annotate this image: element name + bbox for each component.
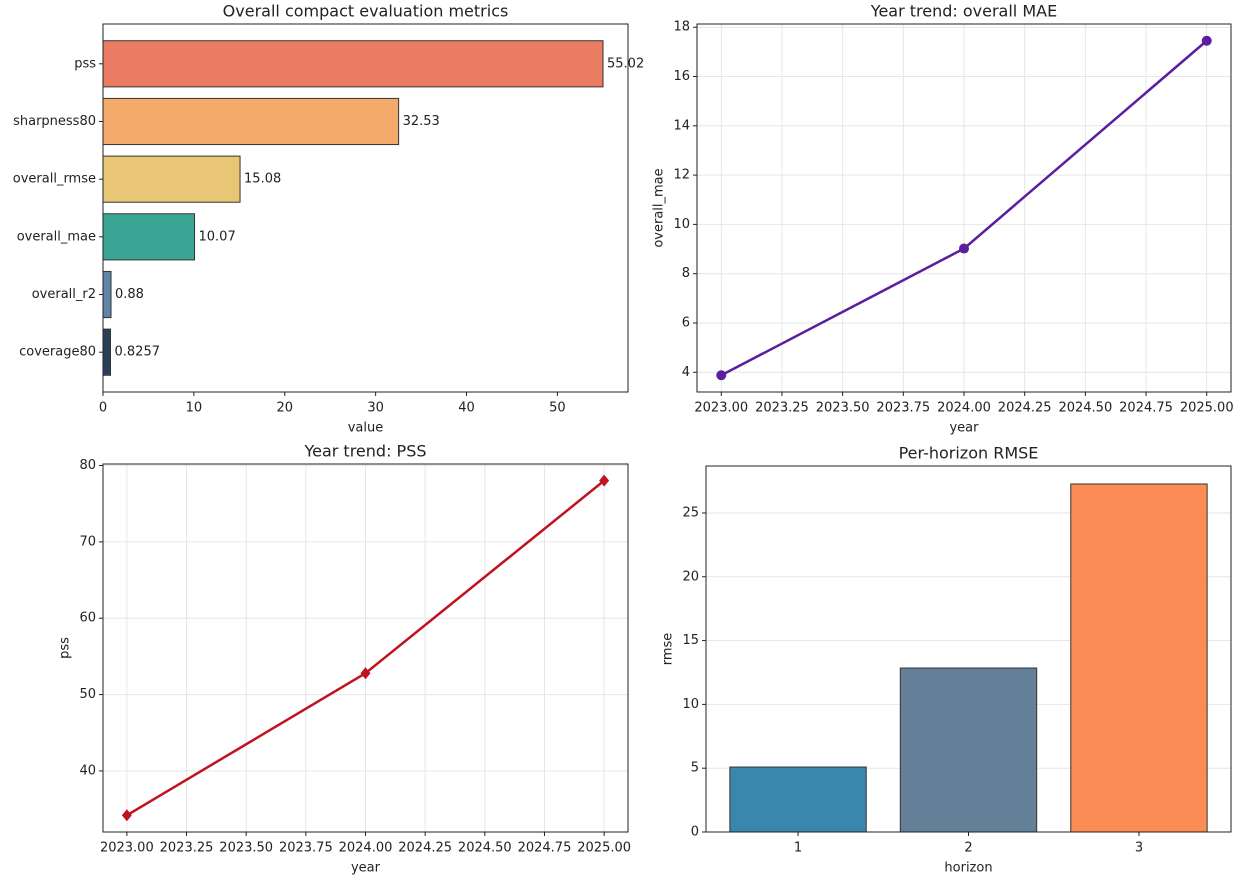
y-tick-label: coverage80 bbox=[19, 345, 96, 360]
value-label: 0.8257 bbox=[115, 345, 160, 360]
subplot-title: Per-horizon RMSE bbox=[899, 444, 1039, 463]
x-tick-label: 2023.25 bbox=[160, 841, 214, 856]
subplot-title: Year trend: overall MAE bbox=[870, 2, 1057, 21]
bar bbox=[102, 155, 241, 203]
y-tick-label: pss bbox=[74, 56, 96, 71]
y-tick-label: 25 bbox=[682, 505, 699, 520]
bar bbox=[102, 213, 196, 261]
y-tick-label: 20 bbox=[682, 569, 699, 584]
x-tick-label: 20 bbox=[276, 401, 293, 416]
marker bbox=[1201, 35, 1212, 46]
x-tick-label: 2024.50 bbox=[458, 841, 512, 856]
marker bbox=[360, 667, 371, 680]
axes-frame bbox=[102, 463, 629, 833]
x-tick-label: 2024.25 bbox=[998, 401, 1052, 416]
x-tick-label: 2024.00 bbox=[339, 841, 393, 856]
subplot: 0 5 10 15 20 25 1 2 3 Per-horizon RMSE horizon rmse bbox=[661, 444, 1232, 876]
y-tick-label: 70 bbox=[79, 534, 96, 549]
y-tick-label: 18 bbox=[673, 20, 690, 35]
subplot-title: Year trend: PSS bbox=[303, 442, 426, 461]
x-tick-label: 2024.00 bbox=[937, 401, 991, 416]
y-tick-label: 40 bbox=[79, 763, 96, 778]
y-tick-label: 12 bbox=[673, 168, 690, 183]
x-tick-label: 2023.75 bbox=[279, 841, 333, 856]
y-tick-label: overall_mae bbox=[17, 229, 96, 244]
y-axis-label: pss bbox=[58, 637, 73, 659]
y-tick-label: overall_r2 bbox=[32, 287, 96, 302]
marker bbox=[716, 370, 727, 381]
x-tick-label: 10 bbox=[186, 401, 203, 416]
x-tick-label: 2024.25 bbox=[398, 841, 452, 856]
x-tick-label: 2024.50 bbox=[1058, 401, 1112, 416]
subplot: 0 10 20 30 40 50 pss 55.02 sharpness80 32.53 overa… bbox=[13, 2, 644, 436]
x-tick-label: 3 bbox=[1135, 841, 1143, 856]
y-tick-label: sharpness80 bbox=[13, 114, 96, 129]
x-tick-label: 50 bbox=[549, 401, 566, 416]
y-tick-label: overall_rmse bbox=[13, 172, 96, 187]
axes-frame bbox=[102, 23, 629, 393]
x-tick-label: 2023.00 bbox=[694, 401, 748, 416]
y-tick-label: 0 bbox=[691, 825, 699, 840]
x-tick-label: 2023.00 bbox=[100, 841, 154, 856]
y-tick-label: 16 bbox=[673, 69, 690, 84]
y-tick-label: 80 bbox=[79, 458, 96, 473]
value-label: 15.08 bbox=[244, 172, 281, 187]
y-axis-label: rmse bbox=[661, 633, 676, 666]
value-label: 55.02 bbox=[607, 56, 644, 71]
marker bbox=[959, 243, 969, 254]
bar bbox=[729, 766, 867, 833]
y-tick-label: 14 bbox=[673, 118, 690, 133]
x-tick-label: 2023.75 bbox=[876, 401, 930, 416]
y-tick-label: 50 bbox=[79, 687, 96, 702]
value-label: 10.07 bbox=[199, 229, 236, 244]
subplot: 2023.00 2023.25 2023.50 2023.75 2024.00 2024.… bbox=[58, 442, 632, 876]
x-tick-label: 2023.50 bbox=[219, 841, 273, 856]
y-tick-label: 5 bbox=[691, 761, 699, 776]
x-axis-label: year bbox=[351, 861, 381, 876]
subplot-title: Overall compact evaluation metrics bbox=[223, 2, 509, 21]
y-tick-label: 6 bbox=[682, 315, 690, 330]
y-tick-label: 60 bbox=[79, 611, 96, 626]
subplot: 2023.00 2023.25 2023.50 2023.75 2024.00 2024.… bbox=[652, 2, 1234, 436]
bar bbox=[102, 328, 112, 376]
bar bbox=[899, 667, 1038, 833]
y-axis-label: overall_mae bbox=[652, 168, 667, 247]
axes-frame bbox=[696, 23, 1232, 393]
axes-frame bbox=[705, 465, 1232, 833]
x-tick-label: 0 bbox=[99, 401, 107, 416]
x-tick-label: 2025.00 bbox=[577, 841, 631, 856]
value-label: 32.53 bbox=[403, 114, 440, 129]
bar bbox=[102, 97, 400, 146]
marker bbox=[121, 809, 132, 822]
x-tick-label: 2023.25 bbox=[755, 401, 809, 416]
x-tick-label: 1 bbox=[794, 841, 802, 856]
y-tick-label: 15 bbox=[682, 633, 699, 648]
x-tick-label: 40 bbox=[458, 401, 475, 416]
x-tick-label: 2023.50 bbox=[816, 401, 870, 416]
x-tick-label: 2 bbox=[964, 841, 972, 856]
bar bbox=[102, 40, 604, 88]
x-axis-label: horizon bbox=[944, 861, 992, 876]
y-tick-label: 4 bbox=[682, 365, 690, 380]
marker bbox=[599, 474, 610, 487]
x-axis-label: year bbox=[949, 421, 979, 436]
bar bbox=[1070, 483, 1208, 833]
x-tick-label: 2024.75 bbox=[1119, 401, 1173, 416]
y-tick-label: 10 bbox=[673, 217, 690, 232]
x-tick-label: 2024.75 bbox=[518, 841, 572, 856]
value-label: 0.88 bbox=[115, 287, 144, 302]
bar bbox=[102, 270, 112, 319]
y-tick-label: 10 bbox=[682, 697, 699, 712]
x-tick-label: 2025.00 bbox=[1180, 401, 1234, 416]
y-tick-label: 8 bbox=[682, 266, 690, 281]
x-tick-label: 30 bbox=[367, 401, 384, 416]
x-axis-label: value bbox=[348, 421, 384, 436]
